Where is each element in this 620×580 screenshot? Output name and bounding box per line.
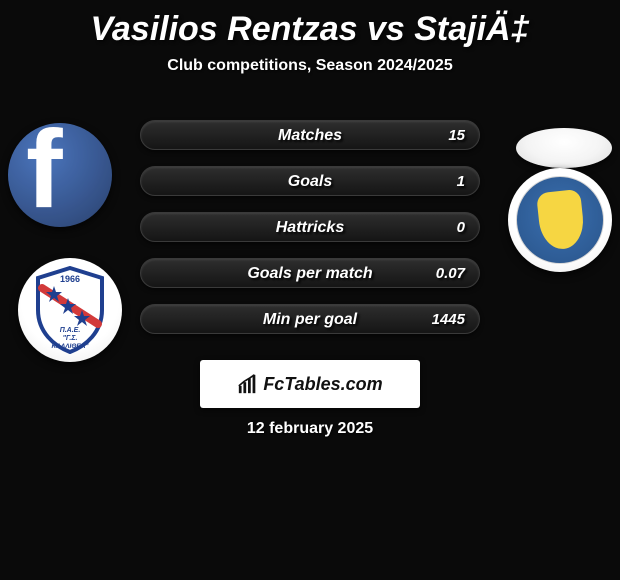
stats-table: Matches 15 Goals 1 Hattricks 0 Goals per…: [140, 120, 480, 350]
club-left-text1: Π.Α.Ε.: [60, 327, 81, 334]
stat-value-right: 0: [457, 213, 465, 243]
player-right-avatar: [516, 128, 612, 168]
table-row: Matches 15: [140, 120, 480, 150]
stat-label: Goals per match: [141, 259, 479, 289]
page-title: Vasilios Rentzas vs StajiÄ‡: [0, 0, 620, 49]
player-left-avatar: [8, 123, 112, 227]
table-row: Goals per match 0.07: [140, 258, 480, 288]
stat-value-right: 1: [457, 167, 465, 197]
shield-icon: 1966 Π.Α.Ε. "Γ.Σ. ΚΑΛΛΙΘΕΑ": [34, 266, 106, 354]
club-left-text3: ΚΑΛΛΙΘΕΑ": [51, 343, 89, 350]
bar-chart-icon: [237, 373, 259, 395]
stat-value-right: 1445: [432, 305, 465, 335]
stat-value-right: 0.07: [436, 259, 465, 289]
table-row: Hattricks 0: [140, 212, 480, 242]
brand-attribution: FcTables.com: [200, 360, 420, 408]
stat-label: Goals: [141, 167, 479, 197]
stat-label: Min per goal: [141, 305, 479, 335]
page-subtitle: Club competitions, Season 2024/2025: [0, 57, 620, 75]
club-right-badge: [508, 168, 612, 272]
club-left-year: 1966: [60, 274, 80, 284]
club-right-disc: [516, 176, 604, 264]
facebook-icon: [26, 133, 96, 223]
date-label: 12 february 2025: [0, 420, 620, 438]
club-left-text2: "Γ.Σ.: [63, 335, 78, 342]
table-row: Goals 1: [140, 166, 480, 196]
stat-value-right: 15: [448, 121, 465, 151]
stat-label: Hattricks: [141, 213, 479, 243]
club-left-badge: 1966 Π.Α.Ε. "Γ.Σ. ΚΑΛΛΙΘΕΑ": [18, 258, 122, 362]
brand-label: FcTables.com: [263, 374, 382, 395]
stat-label: Matches: [141, 121, 479, 151]
table-row: Min per goal 1445: [140, 304, 480, 334]
